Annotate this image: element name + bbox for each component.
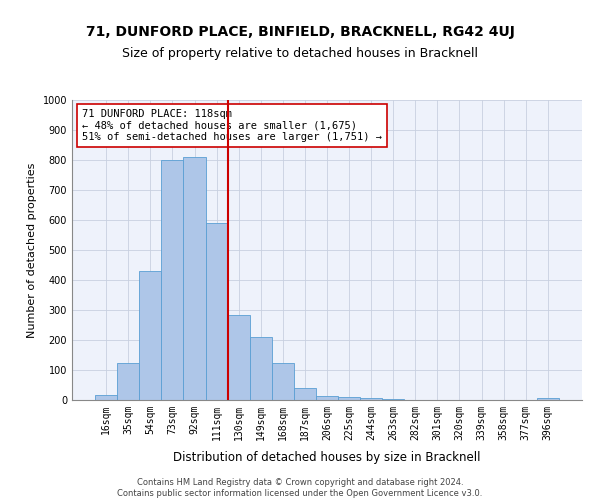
Bar (227, 314, 250, 400)
Y-axis label: Number of detached properties: Number of detached properties (27, 162, 37, 338)
Text: Contains HM Land Registry data © Crown copyright and database right 2024.
Contai: Contains HM Land Registry data © Crown c… (118, 478, 482, 498)
Bar (117, 362, 139, 400)
Bar (161, 160, 184, 400)
Bar (184, 157, 206, 400)
Bar (206, 223, 227, 400)
Bar (95, 394, 117, 400)
Bar (382, 398, 404, 400)
Bar (272, 362, 294, 400)
Bar (294, 388, 316, 400)
Bar (537, 398, 559, 400)
X-axis label: Distribution of detached houses by size in Bracknell: Distribution of detached houses by size … (173, 451, 481, 464)
Bar (139, 271, 161, 400)
Text: 71, DUNFORD PLACE, BINFIELD, BRACKNELL, RG42 4UJ: 71, DUNFORD PLACE, BINFIELD, BRACKNELL, … (86, 25, 514, 39)
Text: 71 DUNFORD PLACE: 118sqm
← 48% of detached houses are smaller (1,675)
51% of sem: 71 DUNFORD PLACE: 118sqm ← 48% of detach… (82, 109, 382, 142)
Bar (316, 396, 338, 400)
Bar (250, 337, 272, 400)
Bar (360, 398, 382, 400)
Bar (338, 397, 360, 400)
Text: Size of property relative to detached houses in Bracknell: Size of property relative to detached ho… (122, 48, 478, 60)
